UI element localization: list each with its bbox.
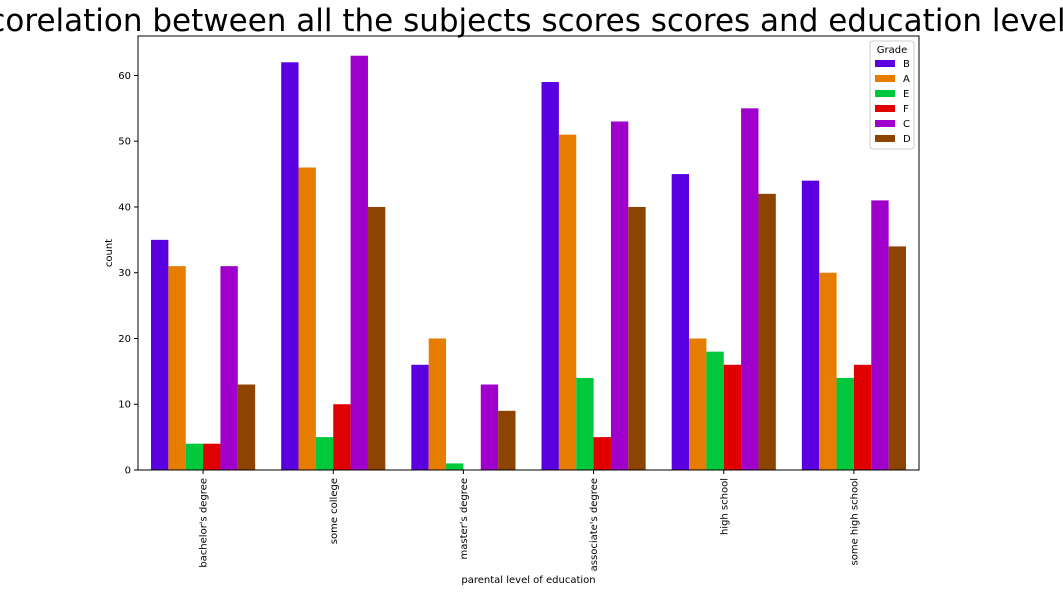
legend-label-A: A: [903, 74, 910, 85]
x-tick-label: master's degree: [459, 478, 470, 559]
bar-F-5: [853, 364, 872, 470]
bar-F-4: [723, 364, 742, 470]
y-tick-label: 0: [125, 466, 131, 477]
bar-E-5: [836, 377, 854, 470]
bar-A-1: [298, 167, 316, 470]
legend-label-F: F: [903, 104, 909, 115]
x-tick-label: associate's degree: [589, 478, 600, 571]
legend-label-E: E: [903, 89, 909, 100]
x-tick-label: some college: [329, 478, 340, 544]
bar-E-3: [576, 377, 594, 470]
bar-D-2: [498, 410, 516, 470]
x-tick-label: some high school: [849, 478, 860, 565]
bar-A-3: [558, 134, 577, 470]
bar-B-0: [151, 239, 169, 470]
y-axis-label: count: [104, 239, 115, 267]
y-tick-label: 30: [118, 268, 131, 279]
bar-D-0: [237, 384, 256, 470]
y-axis-ticks: 0 10 20 30 40 50 60: [118, 71, 138, 477]
bar-C-0: [220, 266, 238, 470]
plot-area-frame: [137, 35, 920, 471]
bar-B-2: [411, 364, 429, 470]
bar-C-1: [350, 55, 368, 470]
bar-C-5: [871, 200, 889, 470]
bar-D-3: [628, 206, 646, 470]
x-axis-ticks: bachelor's degree some college master's de…: [199, 470, 860, 571]
legend-swatch-E: [875, 90, 895, 97]
legend-swatch-A: [875, 75, 895, 82]
legend-label-D: D: [903, 134, 911, 145]
y-tick-label: 50: [118, 137, 131, 148]
bar-E-0: [185, 443, 204, 470]
y-tick-label: 60: [118, 71, 131, 82]
bar-F-1: [333, 404, 351, 470]
bar-D-5: [888, 246, 906, 470]
bar-D-4: [758, 193, 776, 470]
bar-E-2: [446, 463, 464, 470]
x-tick-label: bachelor's degree: [199, 478, 210, 568]
legend-title: Grade: [877, 45, 908, 56]
bar-E-4: [706, 351, 724, 470]
legend-swatch-C: [875, 120, 895, 127]
y-tick-label: 10: [118, 400, 131, 411]
bar-E-1: [315, 437, 334, 470]
bar-A-4: [689, 338, 707, 470]
bar-F-3: [593, 437, 611, 470]
legend-swatch-B: [875, 60, 895, 67]
bar-C-4: [741, 108, 759, 470]
bars-group: [151, 55, 906, 471]
legend-swatch-F: [875, 105, 895, 112]
bar-A-5: [819, 272, 837, 470]
y-tick-label: 40: [118, 202, 131, 213]
bar-D-1: [367, 206, 386, 470]
bar-A-2: [428, 338, 447, 470]
x-axis-label: parental level of education: [461, 575, 595, 586]
x-tick-label: high school: [719, 478, 730, 535]
legend-label-C: C: [903, 119, 910, 130]
bar-B-1: [281, 62, 299, 471]
chart-title: corelation between all the subjects scor…: [0, 3, 1063, 39]
bar-B-4: [671, 174, 690, 470]
bar-C-2: [480, 384, 499, 470]
bar-A-0: [168, 266, 186, 470]
bar-F-0: [203, 443, 221, 470]
bar-B-3: [541, 82, 559, 470]
bar-C-3: [610, 121, 629, 470]
legend-swatch-D: [875, 135, 895, 142]
y-tick-label: 20: [118, 334, 131, 345]
legend-label-B: B: [903, 59, 910, 70]
bar-B-5: [801, 180, 820, 471]
